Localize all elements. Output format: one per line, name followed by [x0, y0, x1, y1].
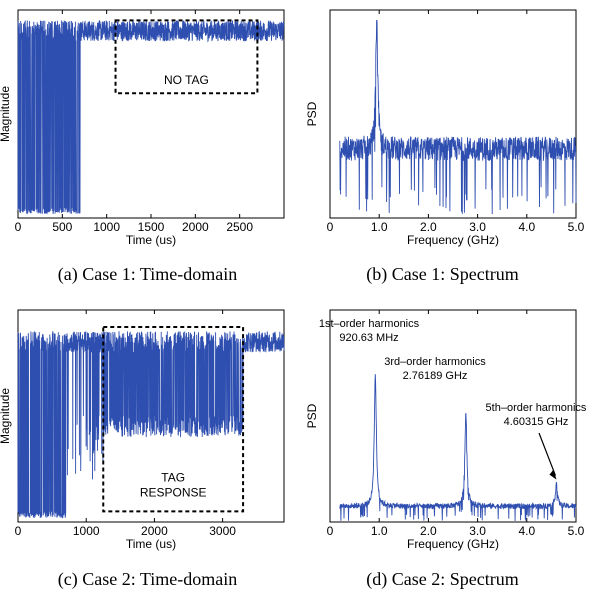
x-tick-label: 0: [15, 220, 22, 234]
axes-2: 0 1000 2000 3000 Time (us) Magnitude: [0, 309, 285, 551]
x-tick-label: 500: [52, 220, 72, 234]
signal-series: [17, 330, 285, 519]
x-tick-label: 1.0: [371, 220, 388, 234]
x-tick-label: 1.0: [371, 524, 388, 538]
x-axis-label: Time (us): [126, 233, 176, 247]
panel-b: 0 1.0 2.0 3.0 4.0 5.0 Frequency (GHz) PSD: [295, 0, 590, 262]
annotation-label: NO TAG: [164, 73, 209, 87]
x-axis-label: Frequency (GHz): [407, 537, 499, 551]
x-tick-label: 2.0: [420, 524, 437, 538]
caption-a: (a) Case 1: Time-domain: [57, 264, 238, 284]
x-tick-label: 4.0: [518, 220, 535, 234]
chart-c: 0 1000 2000 3000 Time (us) Magnitude TAGRESPON…: [0, 309, 285, 551]
x-tick-label: 1500: [138, 220, 165, 234]
annotation-box: [102, 325, 245, 513]
harmonic-label: 2.76189 GHz: [403, 370, 468, 382]
plot-frame: [329, 309, 577, 523]
panel-c: 0 1000 2000 3000 Time (us) Magnitude TAG RESPON…: [0, 300, 295, 562]
axes-3: 0 1.0 2.0 3.0 4.0 5.0 Frequency (GHz) PSD: [305, 309, 585, 551]
y-axis-label: Magnitude: [0, 388, 12, 444]
plot-frame: [329, 9, 577, 219]
panel-d: 0 1.0 2.0 3.0 4.0 5.0 Frequency (GHz) PSD 1st–or…: [295, 300, 590, 562]
axes-1: 0 1.0 2.0 3.0 4.0 5.0 Frequency (GHz) PSD: [305, 9, 585, 247]
harmonic-label: 5th–order harmonics: [486, 402, 587, 414]
axes-0: 0 500 1000 1500 2000 2500 Time (us) Magnitude: [0, 9, 285, 247]
annotation-label: RESPONSE: [140, 485, 207, 499]
spectrum-series: [339, 19, 577, 215]
arrow-head: [549, 469, 557, 480]
annotation-label: TAG: [161, 470, 185, 484]
x-tick-label: 3.0: [469, 220, 486, 234]
harmonic-label: 4.60315 GHz: [504, 416, 569, 428]
x-tick-label: 3000: [209, 524, 236, 538]
x-axis-label: Frequency (GHz): [407, 233, 499, 247]
x-tick-label: 2500: [226, 220, 253, 234]
x-tick-label: 5.0: [568, 220, 585, 234]
chart-d: 0 1.0 2.0 3.0 4.0 5.0 Frequency (GHz) PSD 1st–or…: [305, 309, 587, 551]
x-tick-label: 0: [327, 524, 334, 538]
y-axis-label: PSD: [305, 101, 319, 126]
caption-c: (c) Case 2: Time-domain: [57, 569, 238, 589]
chart-b: 0 1.0 2.0 3.0 4.0 5.0 Frequency (GHz) PSD: [305, 9, 585, 247]
caption-b: (b) Case 1: Spectrum: [366, 264, 519, 284]
x-tick-label: 4.0: [518, 524, 535, 538]
harmonic-label: 920.63 MHz: [339, 332, 398, 344]
x-axis-label: Time (us): [126, 537, 176, 551]
x-tick-label: 0: [327, 220, 334, 234]
x-tick-label: 3.0: [469, 524, 486, 538]
y-axis-label: PSD: [305, 403, 319, 428]
y-axis-label: Magnitude: [0, 86, 12, 142]
spectrum-series: [339, 374, 577, 522]
x-tick-label: 2000: [182, 220, 209, 234]
x-tick-label: 1000: [93, 220, 120, 234]
annotation-box: [114, 19, 259, 95]
x-tick-label: 5.0: [568, 524, 585, 538]
annotation-arrow: [538, 432, 557, 476]
harmonic-label: 3rd–order harmonics: [384, 356, 486, 368]
x-tick-label: 2000: [141, 524, 168, 538]
signal-series: [17, 19, 285, 214]
x-tick-label: 1000: [73, 524, 100, 538]
x-tick-label: 0: [15, 524, 22, 538]
panel-a: 0 500 1000 1500 2000 2500 Time (us) Magnitude NO…: [0, 0, 295, 262]
caption-d: (d) Case 2: Spectrum: [366, 569, 519, 589]
chart-a: 0 500 1000 1500 2000 2500 Time (us) Magnitude NO…: [0, 9, 285, 247]
x-tick-label: 2.0: [420, 220, 437, 234]
harmonic-label: 1st–order harmonics: [319, 318, 420, 330]
